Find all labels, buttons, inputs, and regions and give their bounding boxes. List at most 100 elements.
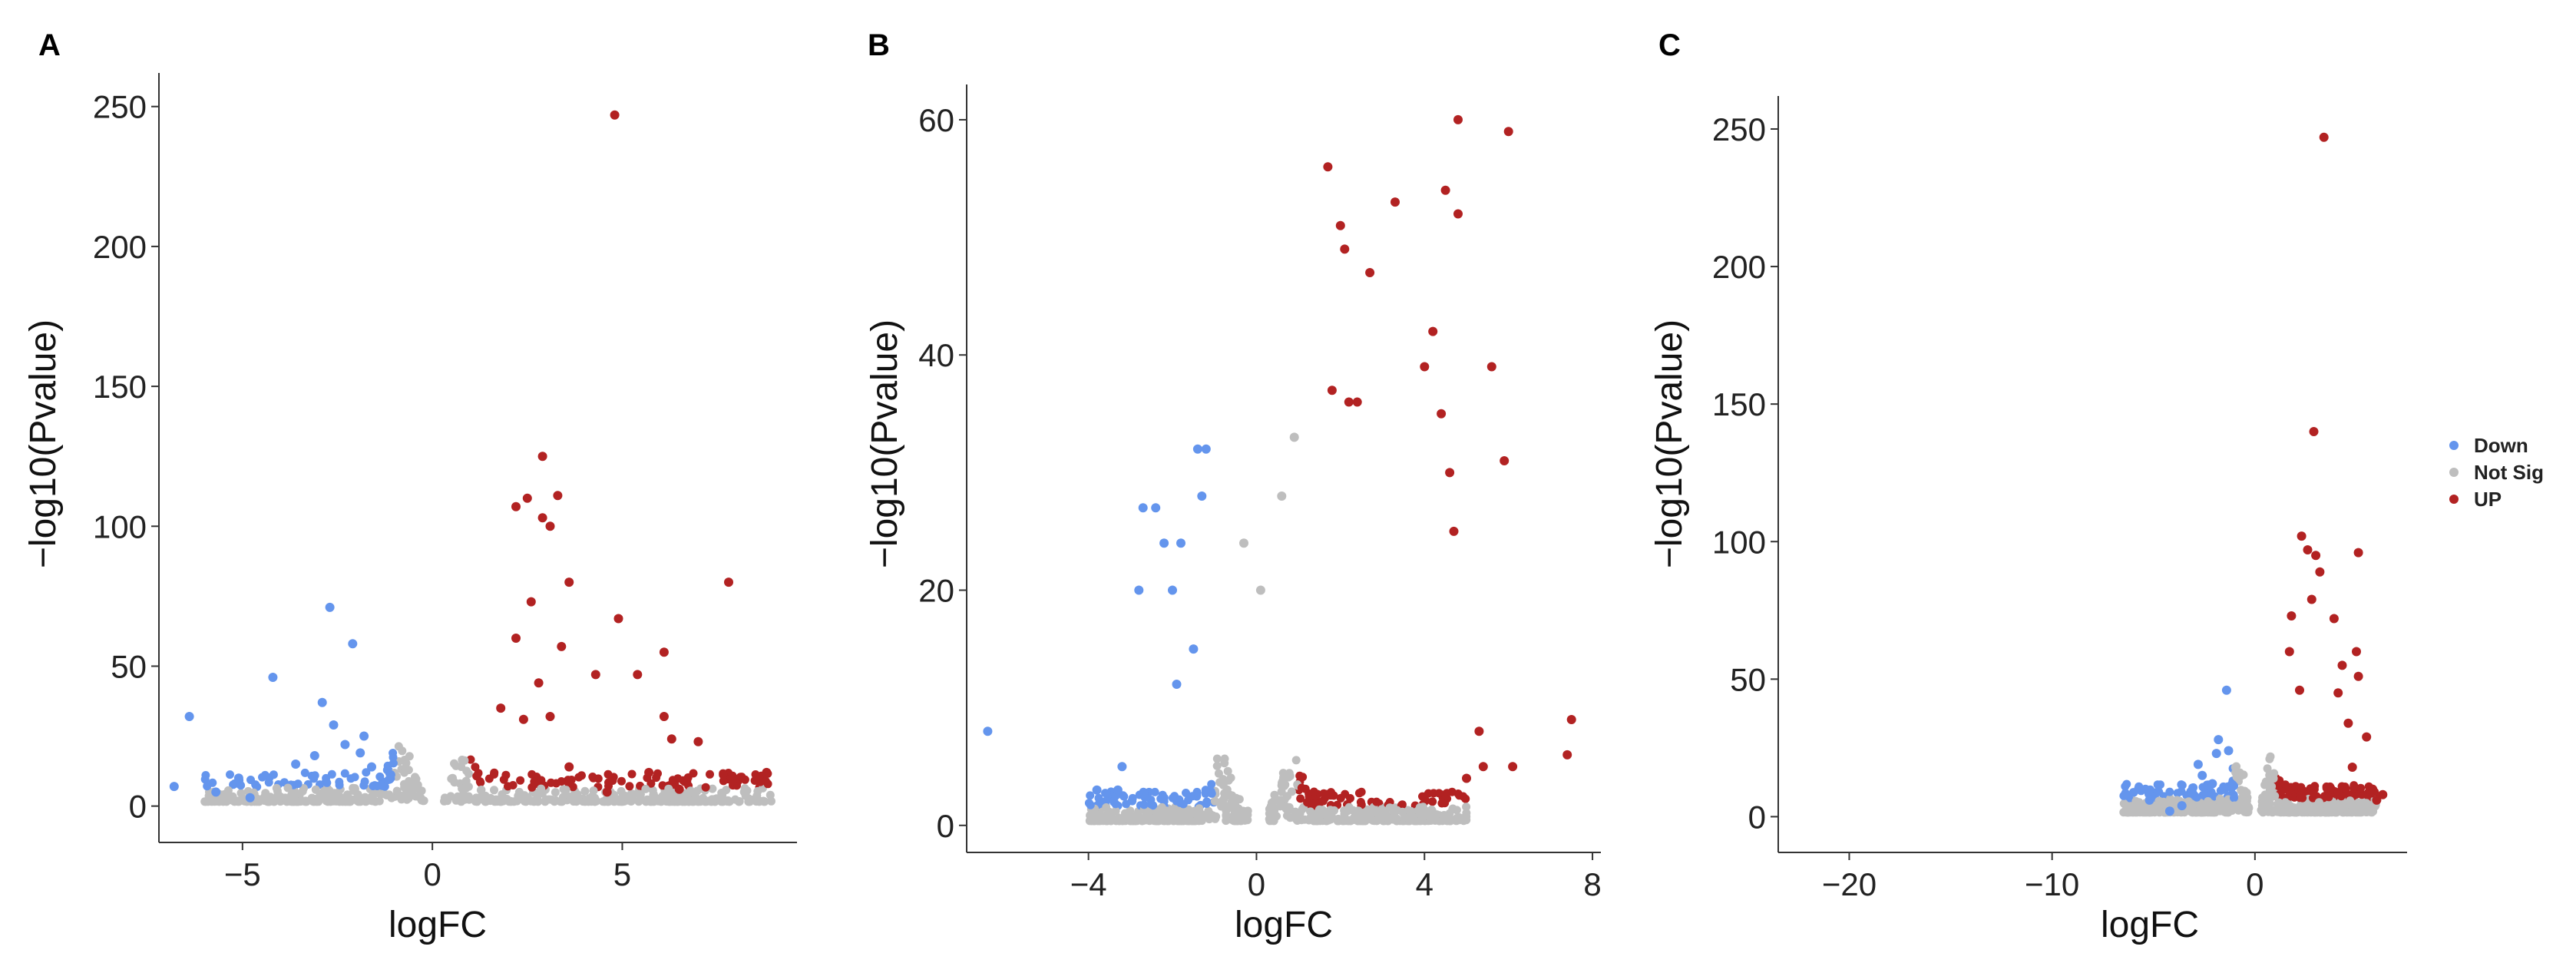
point-up xyxy=(1318,796,1328,806)
point-up xyxy=(1453,114,1463,124)
point-not-sig xyxy=(1282,803,1291,812)
point-not-sig xyxy=(1390,813,1398,822)
point-down xyxy=(1192,787,1202,796)
point-not-sig xyxy=(1333,816,1342,826)
point-not-sig xyxy=(355,797,365,806)
point-up xyxy=(545,712,555,721)
point-up xyxy=(1323,162,1333,172)
point-not-sig xyxy=(2273,807,2281,816)
point-up xyxy=(2306,594,2316,604)
point-up xyxy=(727,776,737,786)
point-up xyxy=(2298,793,2307,803)
point-not-sig xyxy=(1300,815,1309,824)
point-not-sig xyxy=(371,797,380,806)
point-not-sig xyxy=(1306,807,1315,816)
point-down xyxy=(2177,801,2187,811)
point-not-sig xyxy=(1224,776,1233,785)
point-down xyxy=(1086,800,1095,809)
point-not-sig xyxy=(1111,806,1120,816)
point-up xyxy=(2378,789,2388,799)
point-down xyxy=(233,773,243,783)
panel-a-y-title: −log10(Pvalue) xyxy=(23,319,64,568)
panel-b: B −4 0 4 8 0 20 40 60 logFC −log10(Pvalue) xyxy=(865,28,1602,945)
point-not-sig xyxy=(2214,806,2224,814)
point-up xyxy=(574,773,584,782)
point-not-sig xyxy=(2124,808,2133,817)
point-not-sig xyxy=(1239,538,1248,548)
point-not-sig xyxy=(1212,761,1222,770)
point-not-sig xyxy=(223,786,233,795)
point-up xyxy=(557,641,567,651)
point-not-sig xyxy=(464,792,473,801)
point-up xyxy=(522,493,532,503)
point-up xyxy=(1437,799,1447,808)
point-down xyxy=(2164,806,2174,816)
point-not-sig xyxy=(590,797,600,806)
point-not-sig xyxy=(1431,810,1440,819)
point-down xyxy=(1169,793,1177,803)
point-down xyxy=(327,769,336,779)
point-down xyxy=(1176,538,1185,548)
point-not-sig xyxy=(1276,796,1285,805)
point-not-sig xyxy=(1102,803,1111,812)
point-not-sig xyxy=(1223,766,1232,776)
point-not-sig xyxy=(708,784,717,793)
point-not-sig xyxy=(265,797,274,806)
point-down xyxy=(317,697,327,707)
point-down xyxy=(2144,795,2154,805)
point-up xyxy=(2284,647,2294,657)
point-down xyxy=(2227,783,2236,793)
point-up xyxy=(1478,762,1488,772)
point-not-sig xyxy=(1206,813,1215,822)
point-up xyxy=(1445,468,1455,478)
point-down xyxy=(2165,787,2174,796)
point-not-sig xyxy=(627,793,637,803)
point-up xyxy=(737,773,746,782)
point-not-sig xyxy=(1322,816,1331,826)
point-up xyxy=(1428,326,1438,336)
point-up xyxy=(1344,397,1354,407)
point-not-sig xyxy=(634,789,643,799)
point-down xyxy=(236,781,246,790)
y-tick-label: 200 xyxy=(1712,249,1766,285)
point-down xyxy=(329,720,339,730)
point-not-sig xyxy=(404,766,413,775)
y-tick-label: 200 xyxy=(93,229,147,265)
point-not-sig xyxy=(2264,801,2273,810)
point-not-sig xyxy=(1291,756,1301,765)
x-tick-label: −5 xyxy=(224,856,261,892)
point-down xyxy=(2219,782,2228,791)
point-not-sig xyxy=(1349,816,1358,824)
point-not-sig xyxy=(664,784,673,793)
panel-c-plot: −20 −10 0 0 50 100 150 200 250 xyxy=(1712,96,2407,902)
point-down xyxy=(1138,503,1148,513)
point-up xyxy=(1462,773,1471,783)
point-down xyxy=(2153,780,2162,789)
point-down xyxy=(359,781,369,790)
point-up xyxy=(761,776,770,786)
point-down xyxy=(1149,801,1158,810)
point-up xyxy=(1340,244,1350,254)
point-down xyxy=(389,753,398,762)
point-up xyxy=(689,769,698,778)
point-up xyxy=(2347,763,2357,772)
point-not-sig xyxy=(1462,803,1471,812)
point-not-sig xyxy=(350,784,359,793)
point-not-sig xyxy=(477,786,486,794)
point-not-sig xyxy=(2204,797,2213,806)
point-not-sig xyxy=(490,786,498,795)
x-tick-label: −20 xyxy=(1822,866,1877,902)
point-not-sig xyxy=(387,793,396,803)
point-not-sig xyxy=(693,786,702,796)
point-down xyxy=(1201,786,1210,795)
point-up xyxy=(701,783,710,792)
point-not-sig xyxy=(2230,801,2239,810)
point-up xyxy=(1428,797,1437,806)
point-not-sig xyxy=(663,795,672,804)
point-not-sig xyxy=(404,794,413,803)
point-down xyxy=(322,778,332,787)
point-up xyxy=(537,452,547,462)
point-not-sig xyxy=(1195,804,1204,813)
point-down xyxy=(384,776,393,784)
